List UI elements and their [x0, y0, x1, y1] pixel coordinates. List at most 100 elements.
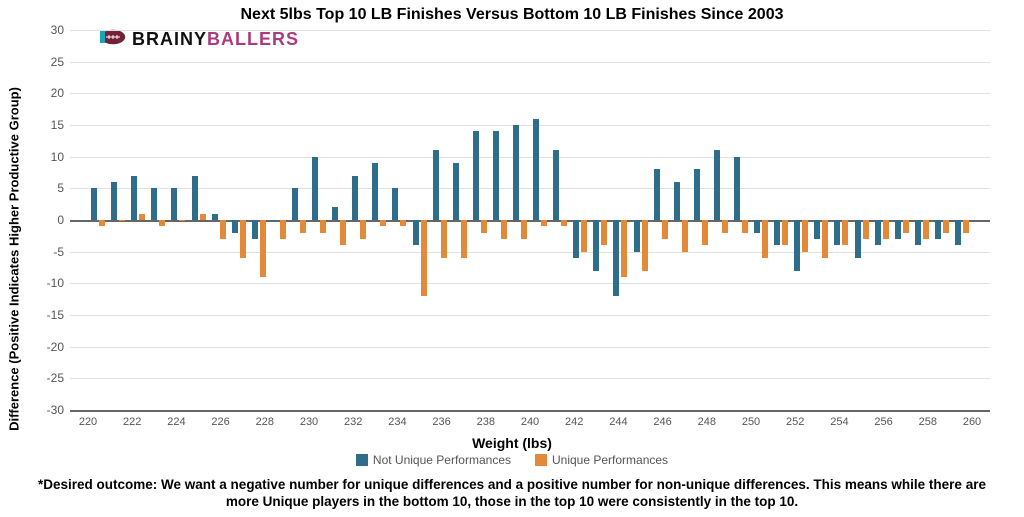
bar-not-unique — [433, 150, 439, 220]
grid-line — [70, 93, 990, 94]
bar-not-unique — [352, 176, 358, 220]
bar-not-unique — [232, 220, 238, 233]
bar-not-unique — [794, 220, 800, 271]
bar-unique — [280, 220, 286, 239]
y-tick-label: -5 — [53, 245, 64, 259]
grid-line — [70, 157, 990, 158]
bar-not-unique — [493, 131, 499, 220]
bar-unique — [400, 220, 406, 226]
x-tick-label: 244 — [609, 416, 627, 428]
x-tick-label: 238 — [477, 416, 495, 428]
bar-not-unique — [473, 131, 479, 220]
bar-unique — [119, 220, 125, 221]
bar-not-unique — [855, 220, 861, 258]
grid-line — [70, 30, 990, 31]
bar-not-unique — [272, 220, 278, 221]
bar-unique — [581, 220, 587, 252]
y-tick-label: 0 — [57, 213, 64, 227]
grid-line — [70, 125, 990, 126]
x-tick-label: 240 — [521, 416, 539, 428]
bar-not-unique — [111, 182, 117, 220]
x-tick-label: 226 — [211, 416, 229, 428]
x-tick-label: 222 — [123, 416, 141, 428]
bar-not-unique — [834, 220, 840, 245]
bar-unique — [200, 214, 206, 220]
bar-not-unique — [372, 163, 378, 220]
bar-not-unique — [171, 188, 177, 220]
y-tick-label: 15 — [51, 118, 64, 132]
y-tick-label: 10 — [51, 150, 64, 164]
bar-unique — [481, 220, 487, 233]
bar-unique — [702, 220, 708, 245]
y-tick-label: -25 — [47, 371, 64, 385]
x-tick-label: 236 — [432, 416, 450, 428]
bar-not-unique — [734, 157, 740, 220]
bar-unique — [99, 220, 105, 226]
bar-unique — [501, 220, 507, 239]
bar-unique — [842, 220, 848, 245]
bar-unique — [863, 220, 869, 239]
bar-unique — [360, 220, 366, 239]
bar-unique — [782, 220, 788, 245]
x-tick-label: 250 — [742, 416, 760, 428]
bar-unique — [822, 220, 828, 258]
x-tick-label: 228 — [256, 416, 274, 428]
bar-not-unique — [774, 220, 780, 245]
legend-swatch-icon — [535, 454, 547, 466]
bar-unique — [541, 220, 547, 226]
bar-unique — [421, 220, 427, 296]
bar-unique — [561, 220, 567, 226]
y-tick-label: 25 — [51, 55, 64, 69]
bar-not-unique — [332, 207, 338, 220]
bar-not-unique — [91, 188, 97, 220]
bar-not-unique — [131, 176, 137, 220]
bar-unique — [340, 220, 346, 245]
bar-not-unique — [754, 220, 760, 233]
bar-unique — [601, 220, 607, 245]
grid-line — [70, 62, 990, 63]
bar-not-unique — [553, 150, 559, 220]
y-tick-label: -30 — [47, 403, 64, 417]
grid-line — [70, 283, 990, 284]
bar-not-unique — [915, 220, 921, 245]
bar-unique — [943, 220, 949, 233]
bar-unique — [220, 220, 226, 239]
y-tick-label: -10 — [47, 276, 64, 290]
bar-unique — [682, 220, 688, 252]
x-tick-label: 246 — [653, 416, 671, 428]
y-tick-label: 5 — [57, 181, 64, 195]
bar-not-unique — [533, 119, 539, 220]
bar-unique — [521, 220, 527, 239]
bar-not-unique — [252, 220, 258, 239]
bar-unique — [642, 220, 648, 271]
y-axis-title: Difference (Positive Indicates Higher Pr… — [7, 87, 22, 431]
bar-unique — [240, 220, 246, 258]
y-tick-label: -20 — [47, 340, 64, 354]
bar-not-unique — [593, 220, 599, 271]
chart-title: Next 5lbs Top 10 LB Finishes Versus Bott… — [0, 6, 1024, 24]
bar-unique — [300, 220, 306, 233]
x-tick-label: 248 — [698, 416, 716, 428]
x-tick-label: 224 — [167, 416, 185, 428]
y-tick-label: -15 — [47, 308, 64, 322]
bar-not-unique — [654, 169, 660, 220]
bar-unique — [662, 220, 668, 239]
chart-container: Next 5lbs Top 10 LB Finishes Versus Bott… — [0, 0, 1024, 517]
bar-unique — [441, 220, 447, 258]
legend-label: Not Unique Performances — [373, 453, 511, 467]
y-tick-label: 20 — [51, 86, 64, 100]
footnote: *Desired outcome: We want a negative num… — [30, 476, 994, 511]
bar-not-unique — [694, 169, 700, 220]
grid-line — [70, 252, 990, 253]
grid-line — [70, 378, 990, 379]
bar-unique — [320, 220, 326, 233]
bar-not-unique — [312, 157, 318, 220]
legend-label: Unique Performances — [552, 453, 668, 467]
x-tick-label: 232 — [344, 416, 362, 428]
y-tick-label: 30 — [51, 23, 64, 37]
bar-not-unique — [613, 220, 619, 296]
bar-unique — [903, 220, 909, 233]
bar-not-unique — [453, 163, 459, 220]
legend-item-unique: Unique Performances — [535, 453, 668, 467]
bar-unique — [722, 220, 728, 233]
